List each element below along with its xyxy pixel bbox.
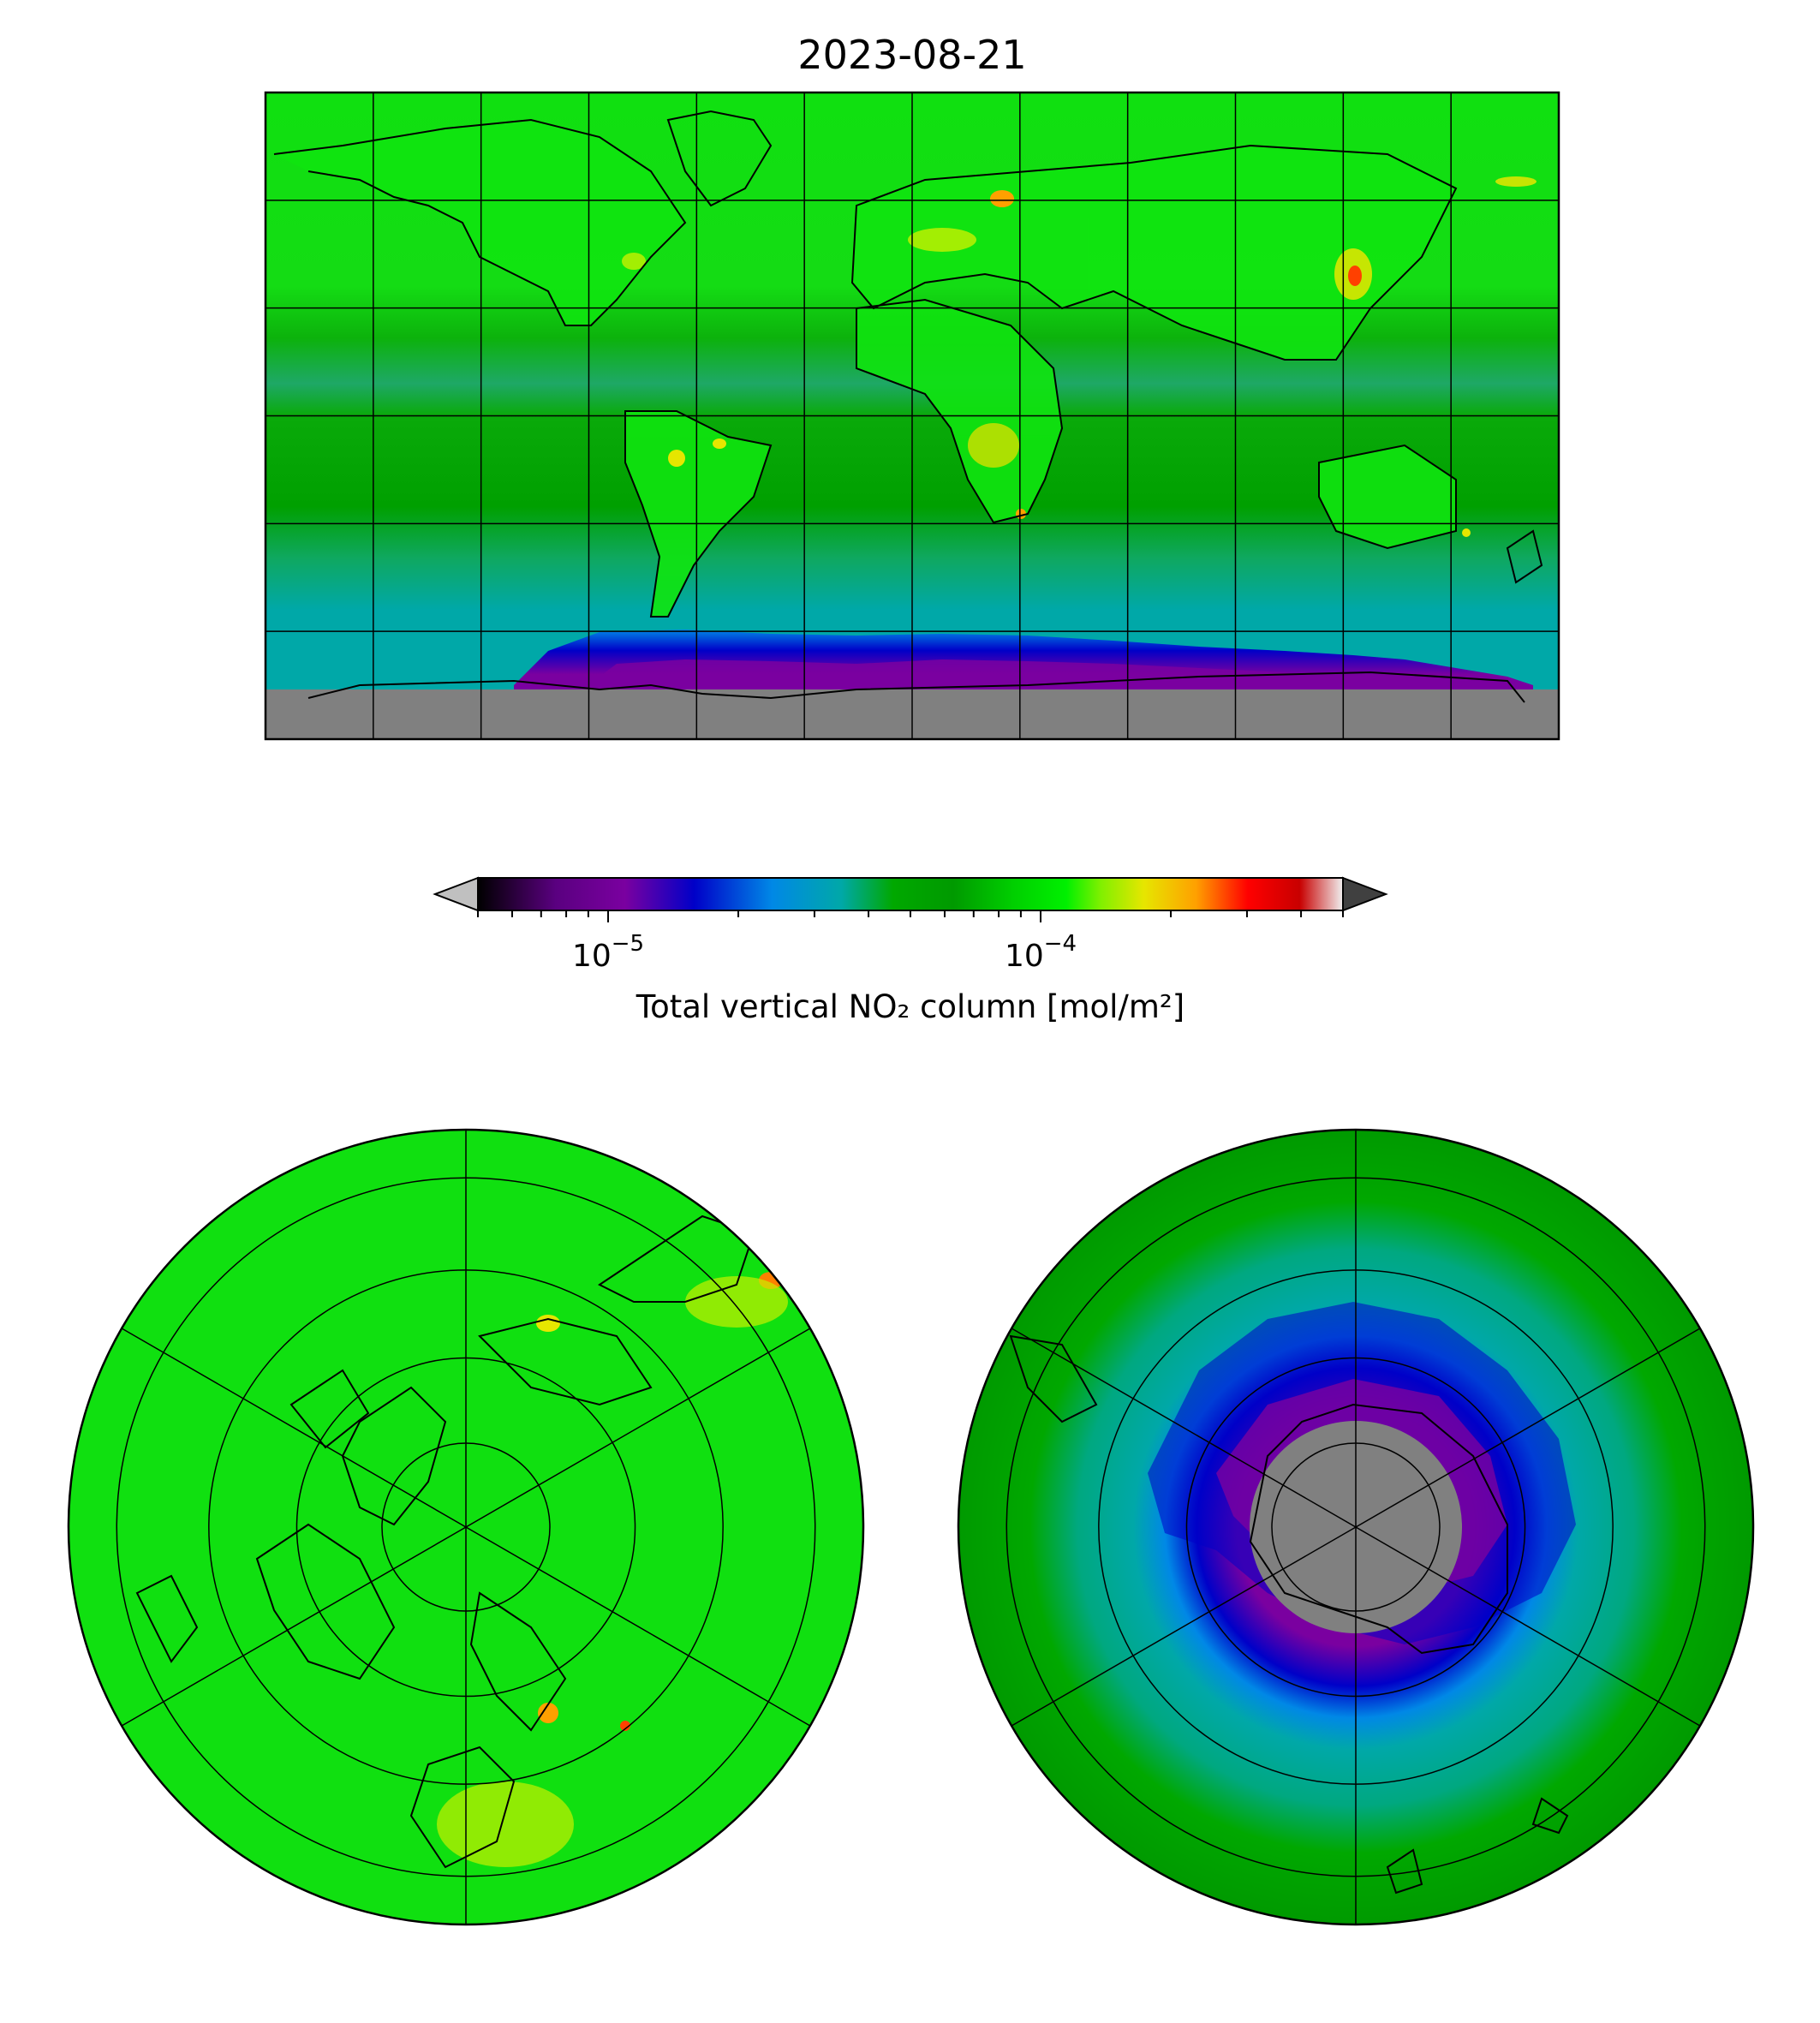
north-coastlines bbox=[135, 1214, 755, 1869]
south-coastlines bbox=[1009, 1334, 1569, 1895]
meridian-line bbox=[1011, 1526, 1357, 1727]
tick-mantissa: 10 bbox=[572, 939, 612, 974]
north-hotspots bbox=[437, 1272, 788, 1867]
meridian-line bbox=[1011, 1328, 1357, 1528]
meridian-line bbox=[1355, 1328, 1701, 1528]
tick-mantissa: 10 bbox=[1005, 939, 1044, 974]
colorbar-label: Total vertical NO₂ column [mol/m²] bbox=[636, 988, 1184, 1025]
colorbar-tick-label: 10−5 bbox=[572, 931, 644, 974]
global-map bbox=[264, 91, 1560, 741]
colorbar: 10−5 10−4 Total vertical NO₂ column [mol/… bbox=[433, 876, 1388, 1025]
colorbar-over-extension bbox=[1342, 876, 1388, 912]
colorbar-tick-labels: 10−5 10−4 bbox=[572, 931, 1077, 974]
colorbar-gradient bbox=[478, 878, 1343, 910]
meridian-line bbox=[465, 1526, 811, 1727]
coastlines bbox=[273, 110, 1543, 703]
tick-exponent: −4 bbox=[1044, 931, 1077, 957]
south-map-frame bbox=[957, 1128, 1755, 1926]
north-gridlines bbox=[116, 1130, 816, 1925]
global-map-frame bbox=[264, 91, 1560, 741]
global-gridlines bbox=[266, 92, 1559, 739]
meridian-line bbox=[1355, 1526, 1701, 1727]
south-polar-map bbox=[957, 1128, 1755, 1926]
figure-title: 2023-08-21 bbox=[797, 32, 1026, 78]
meridian-line bbox=[121, 1526, 467, 1727]
meridian-line bbox=[465, 1328, 811, 1528]
tick-exponent: −5 bbox=[612, 931, 644, 957]
polar-night-core bbox=[582, 659, 1336, 689]
colorbar-under-extension bbox=[433, 876, 479, 912]
north-polar-map bbox=[67, 1128, 865, 1926]
south-gridlines bbox=[1005, 1130, 1706, 1925]
meridian-line bbox=[121, 1328, 467, 1528]
colorbar-ticks bbox=[477, 910, 1344, 922]
north-map-frame bbox=[67, 1128, 865, 1926]
colorbar-tick-label: 10−4 bbox=[1005, 931, 1077, 974]
